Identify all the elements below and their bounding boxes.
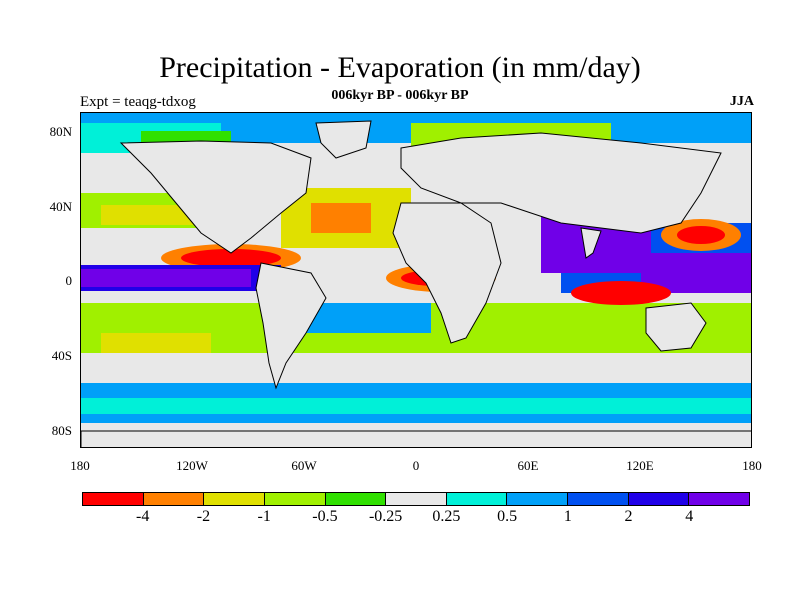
colorbar-label: 1 [563,508,572,525]
colorbar-swatch [325,493,387,505]
south-america [255,262,327,390]
eurasia [400,132,722,234]
y-tick-label: 40S [51,348,72,363]
experiment-label: Expt = teaqg-tdxog [80,94,196,110]
colorbar-label: 0.25 [432,508,461,525]
colorbar-label: -2 [196,508,211,525]
colorbar [82,492,750,506]
colorbar-swatch [568,493,629,505]
colorbar-swatch [628,493,690,505]
x-tick-label: 0 [412,458,420,473]
x-tick-label: 60E [517,458,539,473]
season-label: JJA [729,94,754,109]
x-tick-label: 120W [176,458,208,473]
africa [392,202,502,344]
colorbar-label: -0.5 [312,508,338,525]
map-canvas [81,113,751,447]
colorbar-label: -4 [136,508,150,525]
colorbar-swatch [689,493,750,505]
colorbar-swatch [204,493,265,505]
y-tick-label: 0 [65,273,73,288]
x-tick-label: 180 [70,458,90,473]
colorbar-label: 0.5 [497,508,518,525]
greenland [315,120,372,159]
x-tick-label: 180 [742,458,762,473]
patch-epac-red [181,249,281,267]
patch-itcz-purple [81,269,251,287]
colorbar-label: -1 [257,508,271,525]
patch-npac-yellow [101,205,201,225]
patch-natl-orange [311,203,371,233]
patch-spac-yellow [101,333,211,353]
india [580,227,602,259]
map-panel [80,112,752,448]
australia [645,302,707,352]
y-tick-label: 80N [49,124,72,139]
chart-title: Precipitation - Evaporation (in mm/day) [159,51,641,84]
chart-subtitle: 006kyr BP - 006kyr BP [331,88,469,103]
colorbar-swatch [143,493,205,505]
colorbar-label: 4 [685,508,694,525]
colorbar-label: 2 [624,508,633,525]
colorbar-swatch [507,493,569,505]
x-tick-label: 120E [626,458,654,473]
patch-so-cyan [81,398,751,414]
patch-nwpac-red [677,226,725,244]
y-tick-label: 80S [51,423,72,438]
antarctica [81,430,751,447]
colorbar-swatch [264,493,326,505]
patch-indo-red [571,281,671,305]
coastlines [81,120,751,447]
colorbar-swatch [446,493,508,505]
colorbar-swatch [83,493,144,505]
colorbar-label: -0.25 [368,508,403,525]
north-america [119,140,312,254]
x-tick-label: 60W [291,458,317,473]
colorbar-swatch [386,493,447,505]
y-tick-label: 40N [49,199,72,214]
